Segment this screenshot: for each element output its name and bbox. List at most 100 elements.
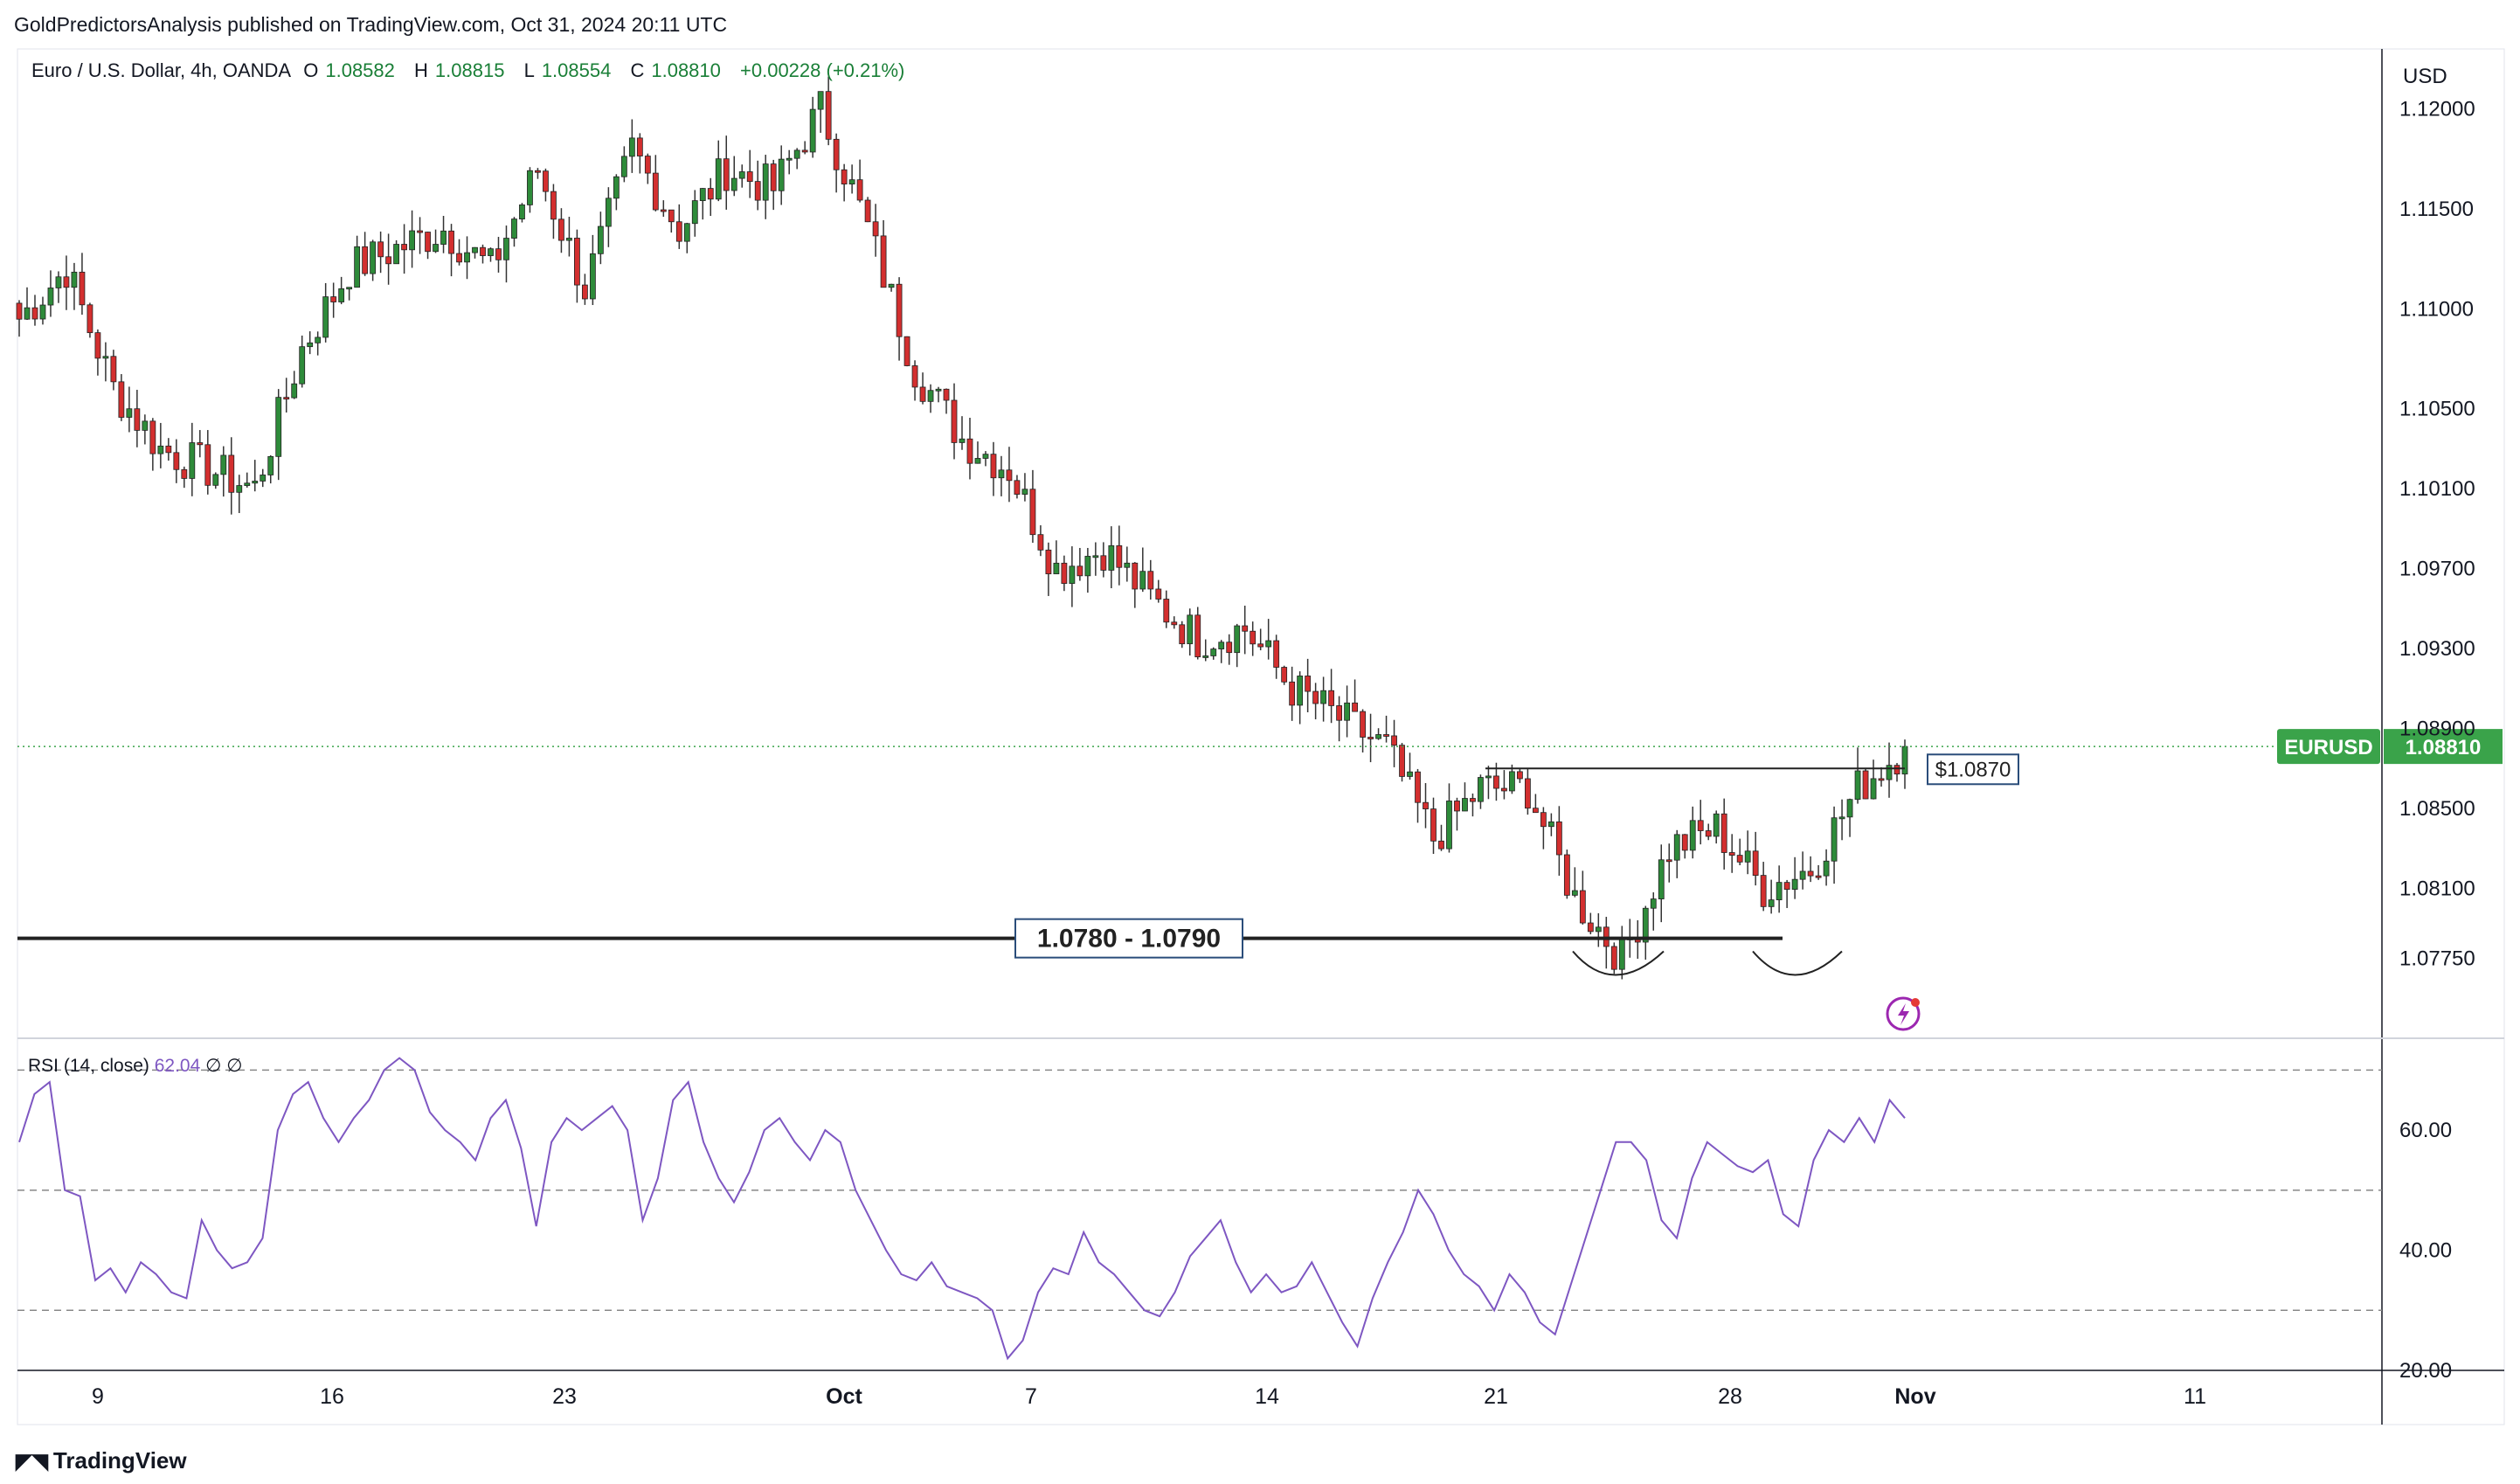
candle-body (134, 408, 141, 431)
candle-body (1768, 899, 1775, 907)
candle-body (1053, 562, 1060, 575)
candle-body (228, 454, 235, 493)
neckline-label-box (1927, 753, 2019, 786)
candle-body (1862, 770, 1869, 800)
candle-body (1665, 859, 1672, 863)
rsi-tick-label: 40.00 (2399, 1239, 2452, 1263)
candle-body (1563, 854, 1570, 896)
candle-body (1791, 878, 1798, 890)
candle-body (149, 420, 156, 454)
candle-body (1744, 850, 1751, 863)
candle-body (597, 225, 604, 254)
candle-body (990, 454, 997, 479)
candle-body (291, 383, 298, 399)
time-tick-label: 7 (1025, 1384, 1037, 1409)
candle-body (1312, 690, 1319, 704)
candle-body (1407, 771, 1413, 777)
tradingview-logo[interactable]: ◤◥ TradingView (16, 1447, 187, 1474)
lightning-icon-bolt (1898, 1003, 1909, 1025)
candle-body (1328, 690, 1335, 706)
price-tick-label: 1.09300 (2399, 637, 2475, 661)
candle-body (1878, 778, 1885, 781)
candle-body (1423, 801, 1429, 809)
candle-body (456, 253, 462, 263)
legend-close: 1.08810 (651, 59, 721, 81)
candle-body (448, 230, 454, 254)
candle-body (1673, 834, 1680, 861)
candle-body (1854, 770, 1861, 801)
candle-body (1116, 544, 1123, 568)
support-label-box (1014, 918, 1243, 959)
candle-body (236, 485, 243, 493)
candle-body (1029, 489, 1036, 536)
candle-body (801, 149, 808, 153)
chart-canvas[interactable]: EURUSD 1.08810 1.0780 - 1.0790 $1.0870 1.12… (0, 0, 2520, 1428)
candle-body (1069, 565, 1076, 584)
candle-body (1084, 556, 1091, 577)
price-tag-text: 1.08810 (2406, 736, 2482, 759)
candle-body (1454, 801, 1460, 812)
candle-body (723, 158, 730, 191)
candle-body (346, 287, 353, 290)
candle-body (519, 205, 525, 219)
chart-frame (17, 48, 2505, 1425)
candle-body (1595, 926, 1602, 933)
candle-body (558, 218, 564, 241)
time-tick-label: 9 (92, 1384, 104, 1409)
candle-body (613, 176, 620, 199)
candle-body (1815, 875, 1822, 878)
candle-body (330, 296, 337, 302)
candle-body (1100, 555, 1107, 571)
candle-body (409, 230, 415, 251)
tradingview-logo-icon: ◤◥ (16, 1450, 48, 1474)
rsi-value: 62.04 (154, 1056, 201, 1076)
legend-high: 1.08815 (434, 59, 505, 81)
candle-body (1014, 480, 1021, 495)
candle-body (660, 209, 667, 212)
candle-body (605, 198, 612, 227)
price-tick-label: 1.07750 (2399, 947, 2475, 971)
candle-body (55, 276, 62, 288)
candle-body (1697, 820, 1704, 831)
time-tick-label: 21 (1484, 1384, 1508, 1409)
candle-body (683, 223, 690, 242)
time-tick-label: 28 (1718, 1384, 1742, 1409)
candle-body (668, 209, 675, 223)
notification-dot (1911, 998, 1920, 1007)
annotation-layer: EURUSD 1.08810 1.0780 - 1.0790 $1.0870 (17, 729, 2503, 1031)
candle-body (464, 252, 470, 263)
candle-body (535, 170, 541, 173)
price-tick-label: 1.10500 (2399, 398, 2475, 421)
legend-change: +0.00228 (+0.21%) (740, 59, 905, 81)
candle-body (778, 158, 785, 191)
candle-body (1234, 625, 1241, 654)
publish-header: GoldPredictorsAnalysis published on Trad… (0, 0, 2520, 49)
candle-body (252, 481, 259, 484)
candle-body (1736, 855, 1743, 863)
candle-body (1006, 469, 1013, 482)
candle-body (1124, 562, 1131, 568)
candle-body (126, 408, 133, 418)
candle-body (220, 454, 227, 475)
legend-symbol: Euro / U.S. Dollar, 4h, OANDA (31, 59, 292, 81)
candle-body (927, 390, 934, 402)
candle-body (1886, 765, 1893, 780)
candle-body (1179, 624, 1186, 645)
candle-body (1642, 907, 1649, 943)
candle-body (71, 271, 78, 288)
candle-body (762, 163, 769, 201)
candle-body (204, 444, 211, 486)
candle-body (699, 188, 706, 201)
candle-body (433, 244, 439, 253)
currency-label[interactable]: USD (2403, 65, 2447, 88)
candle-body (377, 241, 384, 258)
candle-body (1257, 643, 1264, 648)
price-tick-label: 1.08900 (2399, 718, 2475, 741)
candle-body (401, 244, 407, 251)
price-tick-label: 1.08100 (2399, 877, 2475, 900)
candle-body (197, 442, 204, 446)
candle-body (935, 388, 942, 392)
candle-body (527, 170, 533, 205)
candle-body (628, 137, 635, 157)
candle-body (275, 397, 282, 457)
